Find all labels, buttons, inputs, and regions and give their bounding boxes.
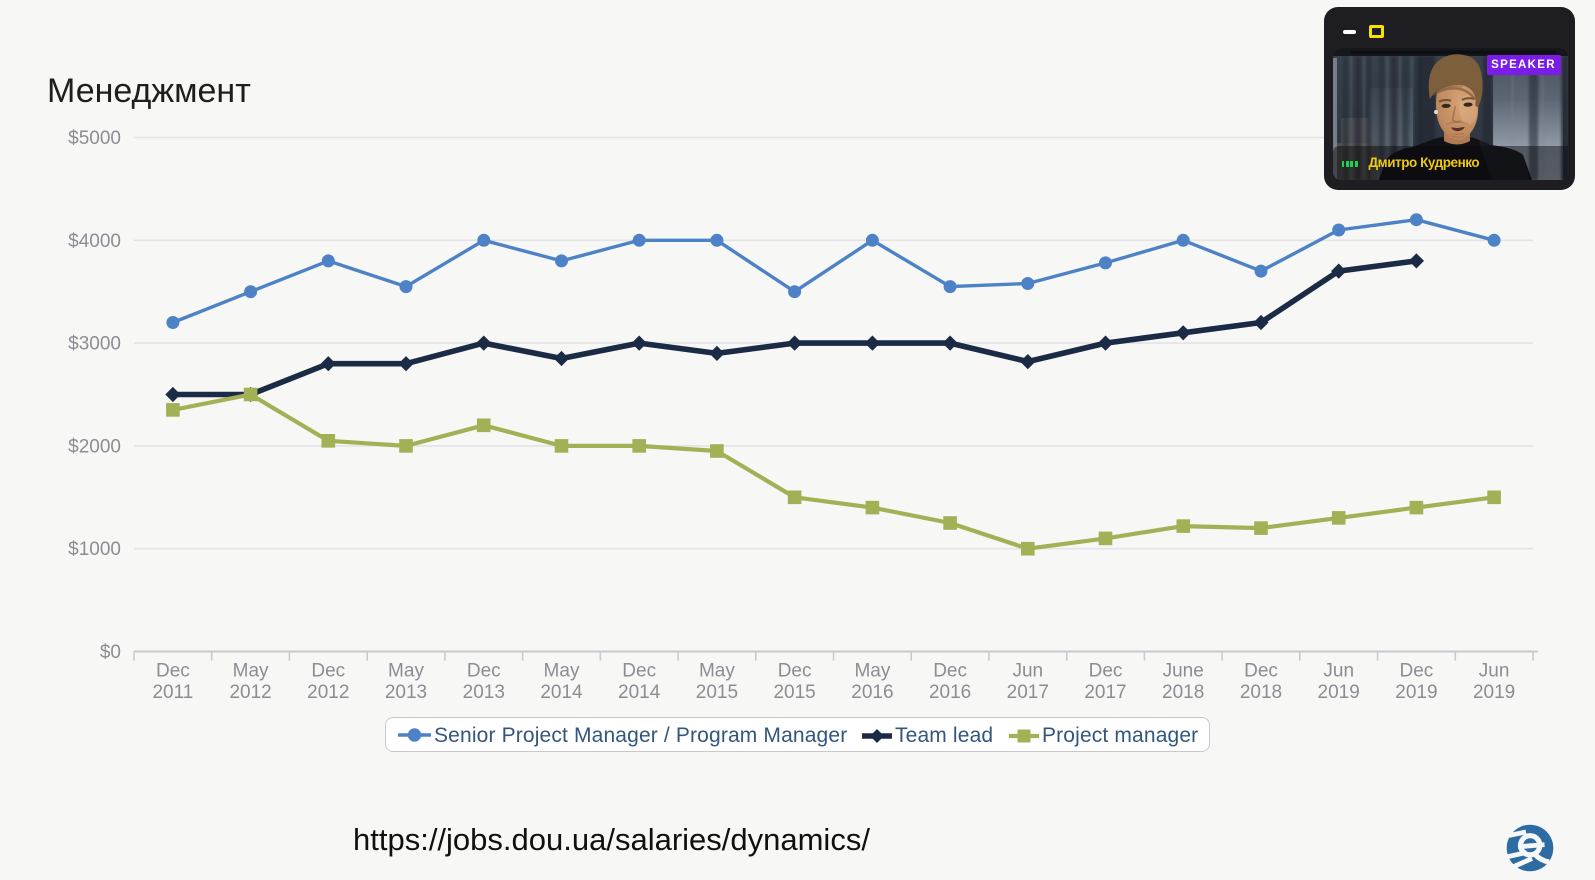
svg-text:Dec: Dec xyxy=(778,661,812,682)
svg-text:2019: 2019 xyxy=(1318,682,1360,703)
svg-text:$5000: $5000 xyxy=(68,128,121,149)
svg-text:2014: 2014 xyxy=(540,682,583,703)
svg-text:Dec: Dec xyxy=(311,661,345,682)
svg-text:2015: 2015 xyxy=(696,682,738,703)
svg-text:2018: 2018 xyxy=(1240,682,1282,703)
svg-text:2013: 2013 xyxy=(463,682,505,703)
svg-text:May: May xyxy=(388,661,424,682)
svg-text:Dec: Dec xyxy=(933,661,967,682)
svg-text:2012: 2012 xyxy=(307,682,349,703)
svg-text:2015: 2015 xyxy=(773,682,815,703)
svg-text:Dec: Dec xyxy=(622,661,656,682)
svg-text:2019: 2019 xyxy=(1473,682,1515,703)
svg-text:Jun: Jun xyxy=(1012,661,1043,682)
svg-text:May: May xyxy=(233,661,269,682)
svg-text:2017: 2017 xyxy=(1084,682,1126,703)
svg-text:2014: 2014 xyxy=(618,682,661,703)
svg-text:May: May xyxy=(854,661,890,682)
svg-text:Dec: Dec xyxy=(467,661,501,682)
svg-text:May: May xyxy=(544,661,580,682)
svg-text:May: May xyxy=(699,661,735,682)
svg-text:$1000: $1000 xyxy=(68,539,121,560)
svg-text:2016: 2016 xyxy=(929,682,971,703)
svg-text:$3000: $3000 xyxy=(68,334,121,355)
svg-text:2019: 2019 xyxy=(1395,682,1437,703)
svg-text:Dec: Dec xyxy=(1244,661,1278,682)
svg-text:$2000: $2000 xyxy=(68,436,121,457)
svg-text:$0: $0 xyxy=(100,642,121,663)
svg-text:2013: 2013 xyxy=(385,682,427,703)
svg-text:2018: 2018 xyxy=(1162,682,1204,703)
svg-text:2016: 2016 xyxy=(851,682,893,703)
svg-text:Dec: Dec xyxy=(1400,661,1434,682)
svg-text:June: June xyxy=(1163,661,1204,682)
svg-text:$4000: $4000 xyxy=(68,231,121,252)
svg-text:Jun: Jun xyxy=(1479,661,1510,682)
svg-text:Dec: Dec xyxy=(1089,661,1123,682)
svg-text:Jun: Jun xyxy=(1323,661,1354,682)
svg-text:2011: 2011 xyxy=(152,682,193,703)
svg-text:Dec: Dec xyxy=(156,661,190,682)
svg-text:2012: 2012 xyxy=(229,682,271,703)
svg-text:2017: 2017 xyxy=(1007,682,1049,703)
